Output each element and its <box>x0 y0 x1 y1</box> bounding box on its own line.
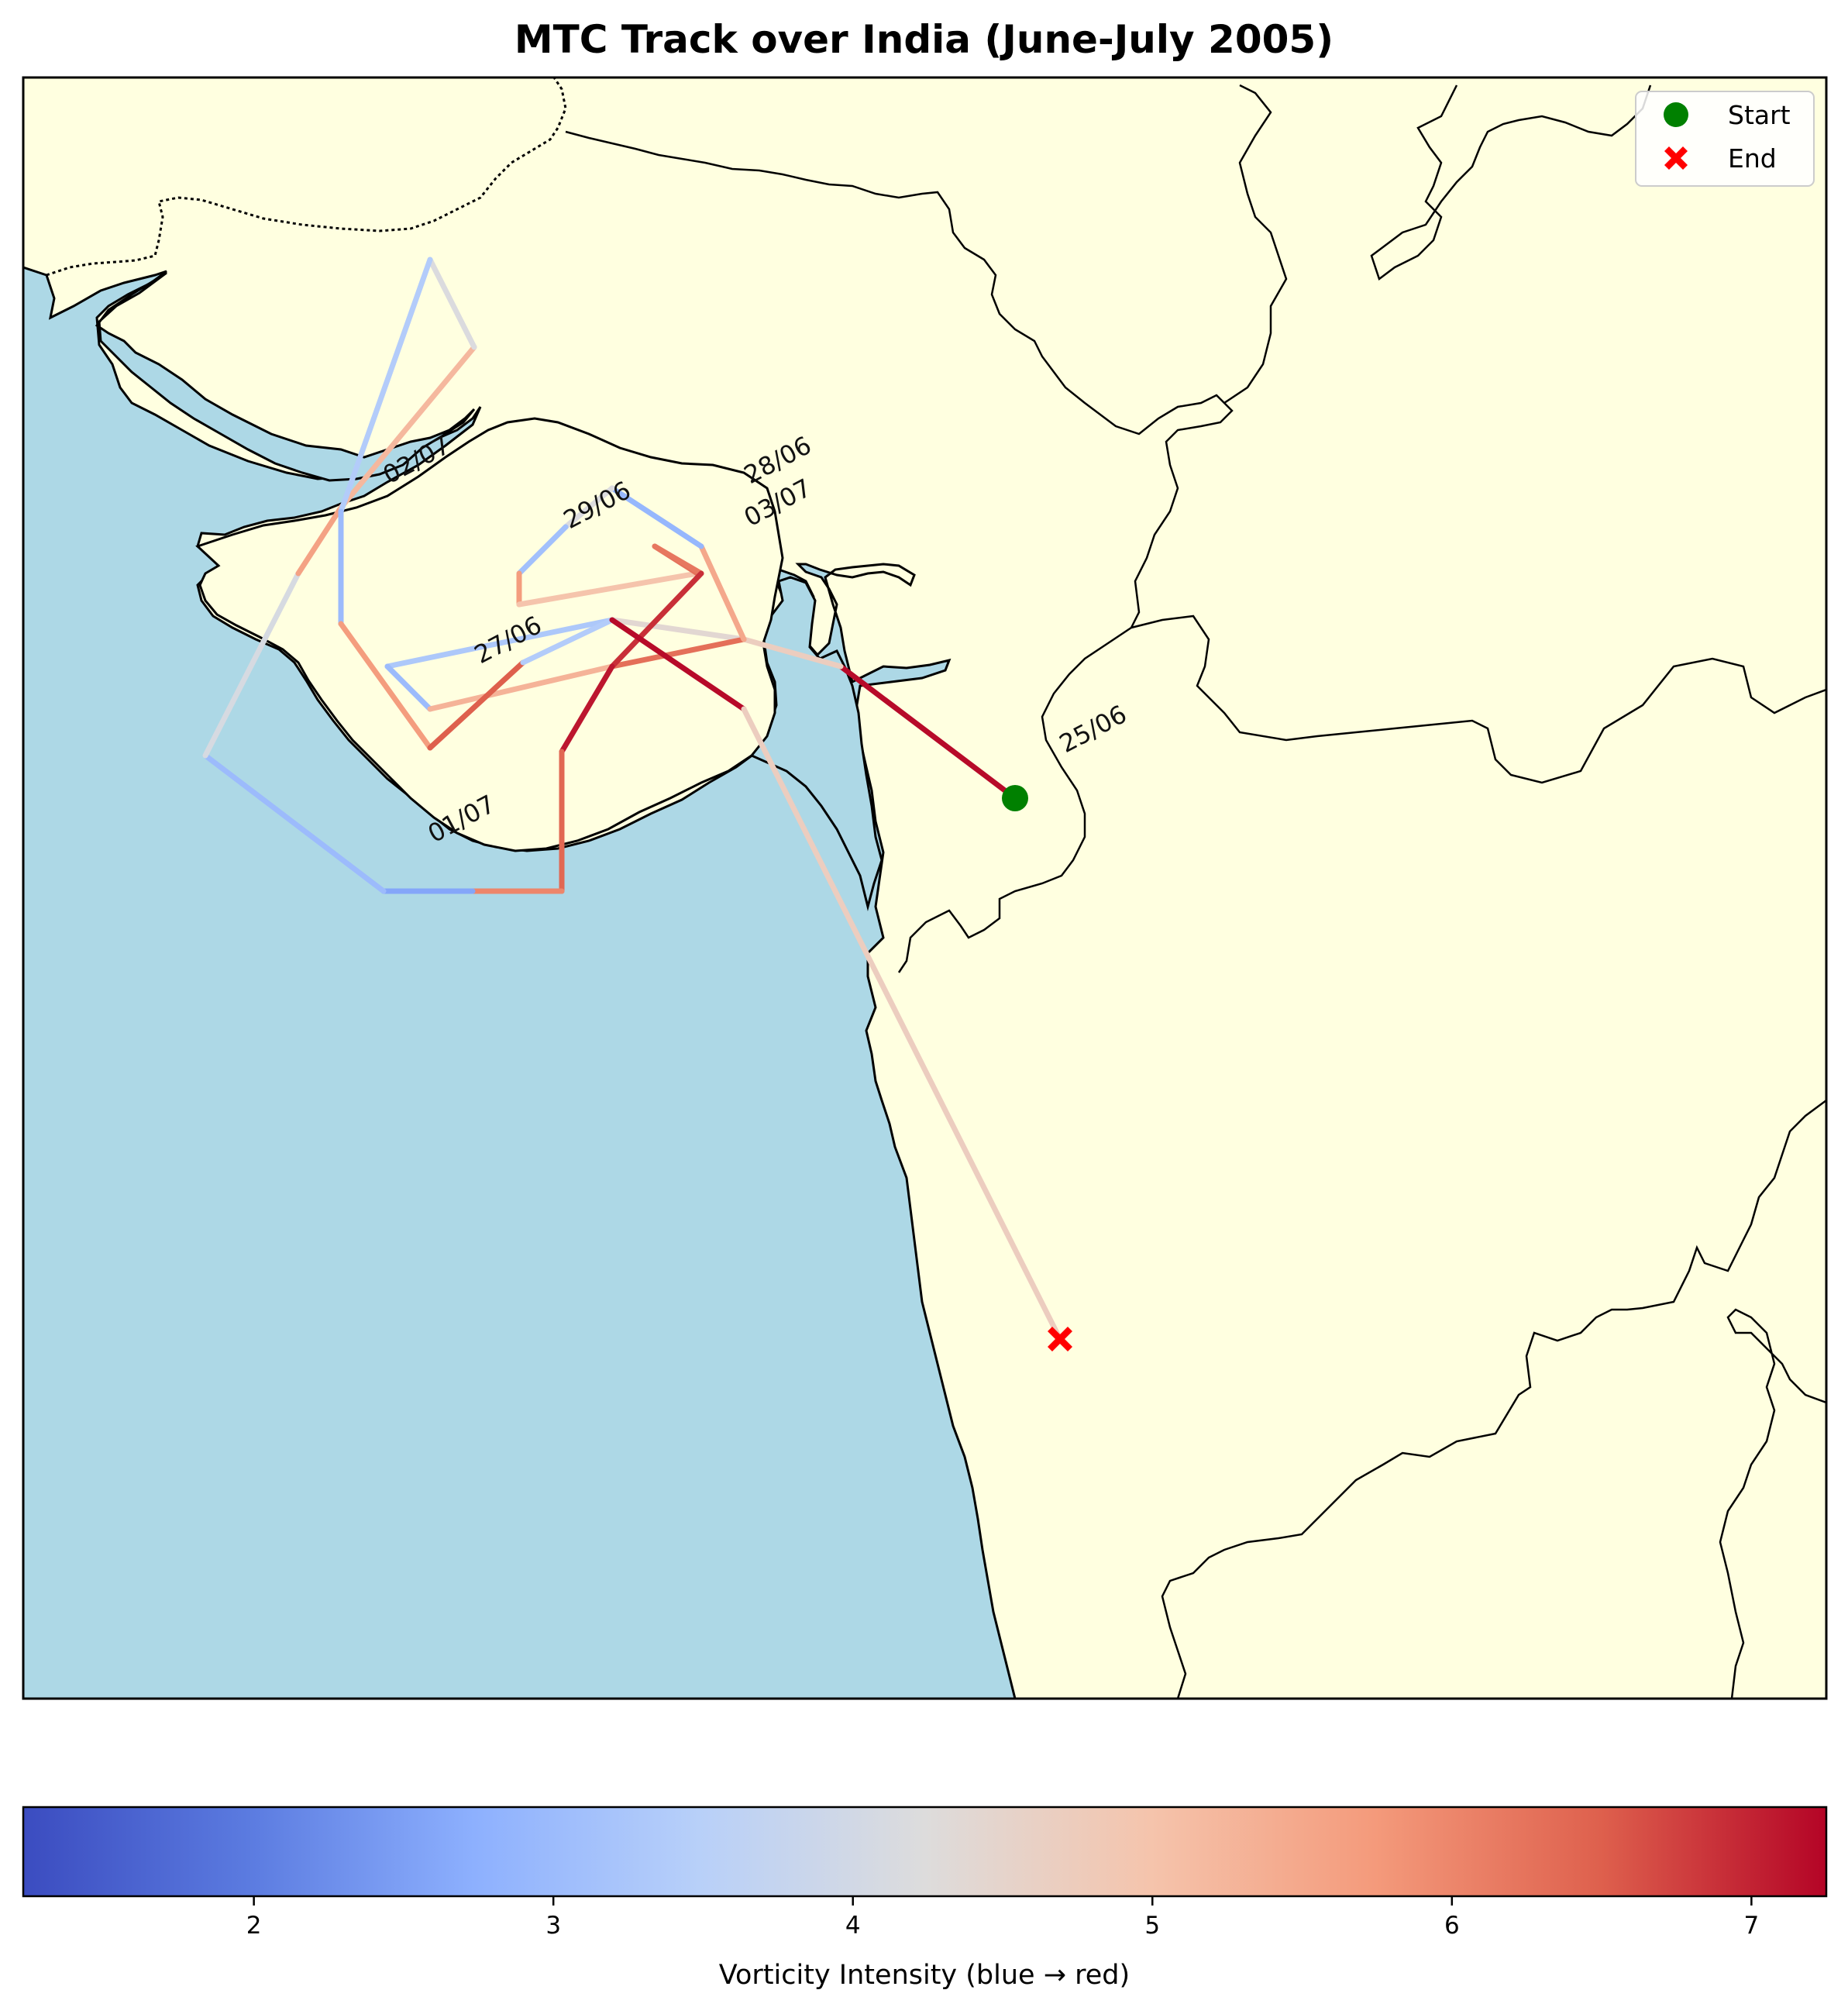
track-segment <box>609 570 704 670</box>
colorbar-label: Vorticity Intensity (blue → red) <box>719 1960 1130 1991</box>
track-segment <box>384 663 433 712</box>
track-segment <box>516 570 700 608</box>
track-segment <box>698 543 747 642</box>
end-marker <box>1048 1327 1072 1351</box>
colorbar-tick-label: 2 <box>246 1912 262 1940</box>
state-boundary-north <box>1223 84 1288 405</box>
track-segment <box>516 524 569 577</box>
legend-start-label: Start <box>1728 100 1791 130</box>
track-segment <box>295 504 344 577</box>
legend-end-label: End <box>1728 143 1777 174</box>
colorbar-tick-label: 3 <box>545 1912 561 1940</box>
state-boundary-east <box>1370 84 1652 281</box>
track-segment <box>427 663 615 712</box>
legend: Start End <box>1635 91 1815 187</box>
track-segment <box>741 706 1063 1342</box>
track-segment <box>338 621 433 751</box>
track-segment <box>652 543 704 577</box>
state-boundary-rajasthan-gujarat <box>565 130 1234 628</box>
gulf-of-kutch <box>95 271 476 482</box>
colorbar-ticks: 2 3 4 5 6 7 <box>246 1896 1759 1940</box>
track-segment <box>338 256 433 515</box>
track-segment <box>338 344 477 511</box>
track-segment <box>838 663 1018 801</box>
track-segment <box>384 617 615 670</box>
colorbar-gradient <box>22 1806 1828 1898</box>
map-panel: 25/06 27/06 28/06 29/06 01/07 02/07 03/0… <box>23 77 1826 1699</box>
start-marker <box>1002 785 1028 811</box>
track-segment <box>563 485 615 530</box>
map-frame <box>22 76 1828 1700</box>
colorbar: 2 3 4 5 6 7 Vorticity Intensity (blue → red) <box>22 1806 1828 1991</box>
colorbar-tick-label: 6 <box>1444 1912 1460 1940</box>
track-segment <box>609 617 747 642</box>
state-boundary-south <box>1161 1099 1826 1699</box>
state-boundary-mp <box>1130 615 1826 784</box>
track-segment <box>609 617 747 712</box>
colorbar-tick-label: 4 <box>845 1912 861 1940</box>
legend-end-marker <box>1664 146 1688 170</box>
track-segment <box>559 663 615 755</box>
state-boundary-southeast <box>1719 1308 1826 1699</box>
track-segment <box>202 570 301 759</box>
kathiawar-coast <box>195 417 784 852</box>
track-segment <box>427 256 477 350</box>
state-boundary-gujarat-maharashtra <box>897 626 1132 973</box>
track-segment <box>609 485 704 549</box>
map-title: MTC Track over India (June-July 2005) <box>514 17 1334 62</box>
pakistan-border <box>46 77 567 277</box>
legend-start-marker <box>1664 102 1688 127</box>
colorbar-tick-label: 5 <box>1144 1912 1160 1940</box>
track-segment <box>202 752 387 894</box>
colorbar-tick-label: 7 <box>1743 1912 1759 1940</box>
storm-track <box>202 256 1063 1342</box>
track-segment <box>520 617 615 666</box>
track-segment <box>609 636 747 670</box>
track-segment <box>427 659 526 751</box>
track-segment <box>741 636 844 670</box>
